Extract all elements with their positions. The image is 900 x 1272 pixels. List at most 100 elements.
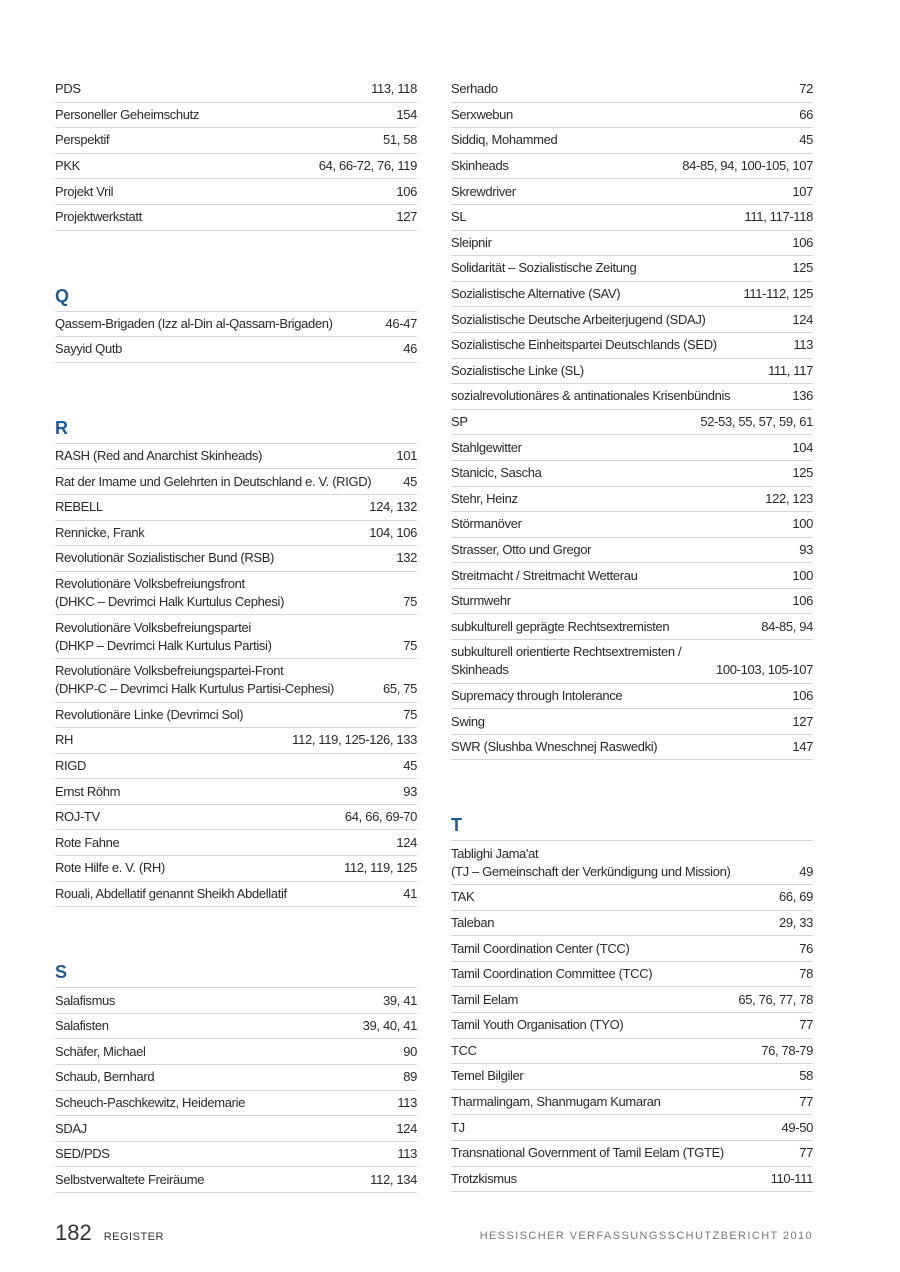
entry-term: Stanicic, Sascha — [451, 465, 542, 481]
entry-term: Personeller Geheimschutz — [55, 106, 200, 122]
index-entry: Sturmwehr 106 — [451, 589, 813, 615]
section-heading: T — [451, 810, 813, 842]
index-entry: Perspektif 51, 58 — [55, 128, 417, 154]
entry-term: Rennicke, Frank — [55, 524, 145, 540]
entry-term: Rat der Imame und Gelehrten in Deutschla… — [55, 473, 372, 489]
index-entry: SED/PDS 113 — [55, 1142, 417, 1168]
index-column: Serhado 72 Serxwebun 66 Siddiq, Mohammed 45 Sk… — [451, 77, 813, 1193]
entry-term: TAK — [451, 889, 475, 905]
term-line: Tablighi Jama'at — [451, 845, 539, 861]
entry-pages: 107 — [792, 183, 813, 199]
entry-term: Perspektif — [55, 132, 110, 148]
index-entry: sozialrevolutionäres & antinationales Kr… — [451, 384, 813, 410]
entry-pages: 45 — [403, 757, 417, 773]
entry-pages: 127 — [396, 209, 417, 225]
entry-pages: 125 — [792, 465, 813, 481]
index-entry: Tamil Coordination Committee (TCC) 78 — [451, 962, 813, 988]
index-entry: Schäfer, Michael 90 — [55, 1039, 417, 1066]
entry-pages: 45 — [403, 473, 417, 489]
term-line: Revolutionäre Volksbefreiungsfront — [55, 576, 245, 592]
entry-term: Transnational Government of Tamil Eelam … — [451, 1145, 724, 1161]
entry-pages: 90 — [403, 1043, 417, 1059]
term-line: (DHKP – Devrimci Halk Kurtulus Partisi) — [55, 637, 272, 653]
entry-term: Stehr, Heinz — [451, 490, 518, 506]
entry-pages: 76 — [799, 940, 813, 956]
entry-term: Rote Fahne — [55, 834, 120, 850]
index-entry: SP 52-53, 55, 57, 59, 61 — [451, 410, 813, 436]
index-section: Q Qassem-Brigaden (Izz al-Din al-Qassam-B… — [55, 281, 417, 363]
index-entry: Scheuch-Paschkewitz, Heidemarie 113 — [55, 1091, 417, 1117]
index-entry: Tamil Coordination Center (TCC) 76 — [451, 936, 813, 962]
index-entry: RH 112, 119, 125-126, 133 — [55, 728, 417, 754]
entry-term: Skinheads — [451, 158, 509, 174]
entry-term: Sleipnir — [451, 234, 492, 250]
publication-title: HESSISCHER VERFASSUNGSSCHUTZBERICHT 2010 — [479, 1230, 813, 1242]
entry-pages: 58 — [799, 1068, 813, 1084]
index-entry: Stehr, Heinz 122, 123 — [451, 487, 813, 513]
entry-pages: 101 — [396, 448, 417, 464]
index-entry: Strasser, Otto und Gregor 93 — [451, 538, 813, 564]
section-heading: R — [55, 413, 417, 444]
entry-term: Skrewdriver — [451, 183, 516, 199]
entry-pages: 75 — [403, 706, 417, 722]
index-entry: PKK 64, 66-72, 76, 119 — [55, 154, 417, 180]
entry-pages: 113, 118 — [371, 81, 417, 97]
index-entry: Personeller Geheimschutz 154 — [55, 103, 417, 129]
entry-term: PDS — [55, 81, 81, 97]
index-entry: Salafismus 39, 41 — [55, 988, 417, 1014]
entry-term: Temel Bilgiler — [451, 1068, 524, 1084]
entry-term: subkulturell geprägte Rechtsextremisten — [451, 618, 670, 634]
index-entry: Revolutionäre Linke (Devrimci Sol) 75 — [55, 703, 417, 729]
index-entry: TCC 76, 78-79 — [451, 1039, 813, 1065]
term-line: Revolutionäre Volksbefreiungspartei — [55, 619, 251, 635]
entry-pages: 124, 132 — [369, 499, 417, 515]
entry-pages: 111, 117-118 — [744, 209, 813, 225]
index-entry: Sozialistische Deutsche Arbeiterjugend (… — [451, 307, 813, 333]
entry-pages: 113 — [397, 1146, 417, 1162]
entry-term: Sozialistische Einheitspartei Deutschlan… — [451, 337, 717, 353]
entry-pages: 106 — [792, 687, 813, 703]
entry-pages: 66 — [799, 106, 813, 122]
entry-pages: 106 — [792, 234, 813, 250]
entry-term: Sozialistische Linke (SL) — [451, 362, 584, 378]
index-entry: Rat der Imame und Gelehrten in Deutschla… — [55, 469, 417, 495]
entry-term: Tamil Eelam — [451, 991, 518, 1007]
index-entry: Tharmalingam, Shanmugam Kumaran 77 — [451, 1090, 813, 1116]
entry-term: Tharmalingam, Shanmugam Kumaran — [451, 1094, 661, 1110]
entry-term: Taleban — [451, 914, 495, 930]
entry-pages: 104, 106 — [369, 524, 417, 540]
entry-pages: 39, 41 — [382, 992, 417, 1008]
entry-term: RIGD — [55, 757, 87, 773]
index-entry: Tamil Youth Organisation (TYO) 77 — [451, 1013, 813, 1039]
index-entry: Tablighi Jama'at (TJ – Gemeinschaft der V… — [451, 841, 813, 886]
entry-pages: 29, 33 — [778, 914, 813, 930]
entry-pages: 84-85, 94, 100-105, 107 — [682, 158, 813, 174]
index-entry: Rote Hilfe e. V. (RH) 112, 119, 125 — [55, 856, 417, 882]
entry-pages: 124 — [792, 311, 813, 327]
entry-pages: 75 — [403, 594, 417, 610]
entry-term: Rouali, Abdellatif genannt Sheikh Abdell… — [55, 885, 287, 901]
entry-pages: 65, 76, 77, 78 — [738, 991, 813, 1007]
entry-pages: 111-112, 125 — [743, 286, 813, 302]
entry-pages: 100 — [792, 516, 813, 532]
entry-term: Tablighi Jama'at (TJ – Gemeinschaft der V… — [451, 845, 731, 881]
entry-term: TJ — [451, 1119, 465, 1135]
entry-pages: 84-85, 94 — [761, 618, 813, 634]
index-entry: Projekt Vril 106 — [55, 179, 417, 205]
index-entry: Stahlgewitter 104 — [451, 435, 813, 461]
index-entry: Swing 127 — [451, 709, 813, 735]
entry-pages: 93 — [403, 783, 417, 799]
index-entry: SDAJ 124 — [55, 1116, 417, 1142]
entry-pages: 76, 78-79 — [761, 1042, 813, 1058]
entry-term: Projekt Vril — [55, 183, 114, 199]
index-entry: Revolutionär Sozialistischer Bund (RSB) 1… — [55, 546, 417, 572]
index-section: T Tablighi Jama'at (TJ – Gemeinschaft der … — [451, 810, 813, 1193]
entry-term: Qassem-Brigaden (Izz al-Din al-Qassam-Br… — [55, 315, 333, 331]
index-section: PDS 113, 118 Personeller Geheimschutz 154 Pe… — [55, 77, 417, 231]
entry-pages: 100 — [792, 567, 813, 583]
entry-pages: 122, 123 — [765, 490, 813, 506]
entry-term: Tamil Coordination Center (TCC) — [451, 940, 630, 956]
entry-term: Salafisten — [55, 1018, 109, 1034]
entry-term: RASH (Red and Anarchist Skinheads) — [55, 448, 263, 464]
index-entry: Sozialistische Linke (SL) 111, 117 — [451, 359, 813, 385]
